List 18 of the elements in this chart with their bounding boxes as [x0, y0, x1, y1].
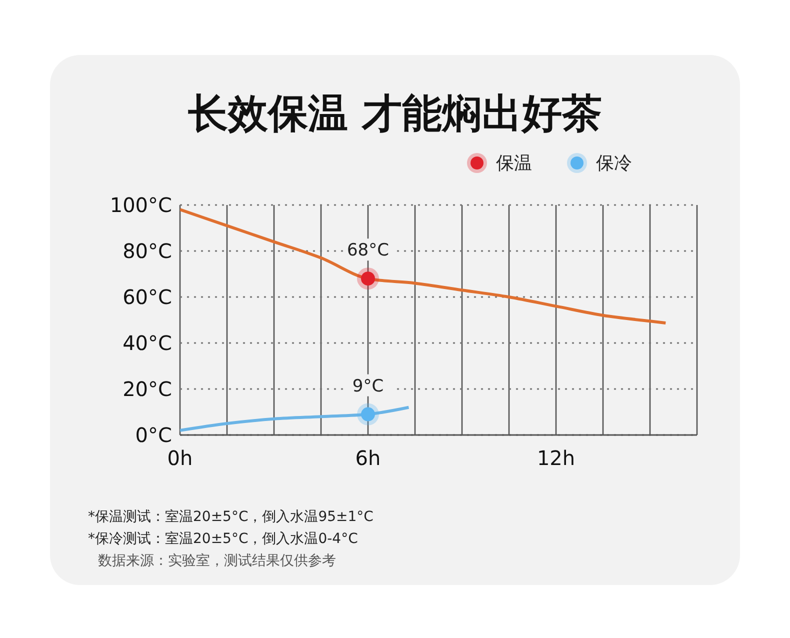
text: *保温测试：室温20±5°C，倒入水温95±1°C — [88, 508, 374, 527]
x-tick-label: 0h — [167, 446, 193, 470]
line-series — [180, 208, 668, 324]
data-label: 68°C — [346, 240, 390, 261]
legend-label: 保冷 — [596, 152, 632, 175]
y-tick-label: 40°C — [122, 331, 172, 356]
y-tick-label: 20°C — [122, 377, 172, 402]
y-tick-label: 80°C — [122, 239, 172, 264]
y-tick-label: 100°C — [110, 193, 172, 218]
text: *保冷测试：室温20±5°C，倒入水温0-4°C — [88, 530, 359, 549]
chart-title: 长效保温 才能焖出好茶 — [187, 90, 603, 139]
x-tick-label: 12h — [536, 446, 576, 470]
source-note: 数据来源：实验室，测试结果仅供参考 — [97, 552, 337, 571]
y-tick-label: 60°C — [122, 285, 172, 310]
data-label: 9°C — [352, 376, 384, 396]
y-tick-label: 0°C — [135, 423, 172, 448]
x-tick-label: 6h — [355, 446, 381, 470]
legend-label: 保温 — [496, 152, 532, 175]
